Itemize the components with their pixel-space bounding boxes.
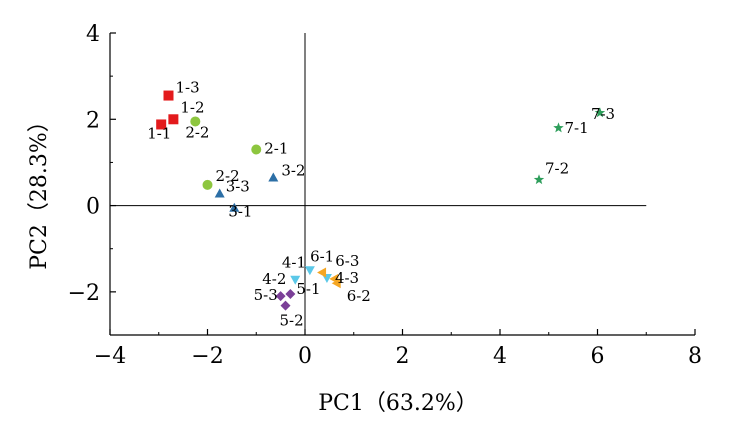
x-tick-label: −2	[191, 344, 223, 369]
point-label: 2-2	[185, 123, 209, 141]
y-axis-title: PC2（28.3%）	[27, 110, 52, 270]
data-point	[156, 119, 167, 130]
y-tick-label: 2	[86, 108, 100, 133]
point-label: 4-2	[262, 270, 286, 288]
data-point	[251, 144, 262, 155]
point-label: 4-1	[282, 253, 306, 271]
axes: −4 −2 0 2 4 6 8 −2 0 2 4	[68, 22, 702, 369]
x-tick-label: 2	[396, 344, 410, 369]
point-label: 7-1	[565, 119, 589, 137]
data-point	[553, 122, 564, 133]
data-points	[156, 90, 606, 311]
point-label: 4-3	[335, 269, 359, 287]
data-point	[190, 116, 201, 127]
x-tick-label: 8	[688, 344, 702, 369]
data-point	[285, 289, 296, 300]
point-label: 6-3	[335, 252, 359, 270]
data-point	[594, 107, 606, 118]
point-label: 5-1	[296, 280, 320, 298]
y-tick-label: 0	[86, 195, 100, 220]
point-label: 1-2	[180, 98, 204, 116]
point-label: 7-3	[591, 105, 615, 123]
x-axis-title: PC1（63.2%）	[318, 391, 478, 416]
point-label: 3-2	[281, 162, 305, 180]
point-labels: 1-1 1-21-3 2-1 2-2 2-2 3-1 3-2 3-3 4-14-2 4-3 5-1 5…	[147, 79, 615, 330]
data-point	[214, 188, 225, 198]
data-point	[168, 114, 179, 125]
point-label: 6-2	[347, 287, 371, 305]
reference-lines	[110, 33, 647, 335]
data-point	[202, 179, 213, 190]
data-point	[317, 267, 327, 278]
data-point	[331, 278, 341, 289]
x-tick-label: 6	[591, 344, 605, 369]
x-tick-label: 0	[298, 344, 312, 369]
data-point	[304, 266, 315, 276]
data-point	[533, 174, 545, 185]
point-label: 7-2	[545, 160, 569, 178]
point-label: 5-2	[280, 312, 304, 330]
point-label: 3-1	[228, 203, 252, 221]
point-label: 1-1	[147, 124, 171, 142]
point-label: 2-2	[216, 167, 240, 185]
data-point	[229, 202, 240, 212]
point-label: 1-3	[176, 79, 200, 97]
y-tick-label: −2	[68, 281, 100, 306]
point-label: 2-1	[264, 139, 288, 157]
point-label: 6-1	[310, 247, 334, 265]
point-label: 5-3	[254, 286, 278, 304]
x-tick-label: −4	[94, 344, 126, 369]
y-tick-label: 4	[86, 22, 100, 47]
x-tick-label: 4	[493, 344, 507, 369]
data-point	[290, 275, 301, 285]
data-point	[163, 90, 174, 101]
data-point	[280, 300, 291, 311]
data-point	[275, 291, 286, 302]
data-point	[329, 273, 339, 284]
point-label: 3-3	[226, 177, 250, 195]
data-point	[268, 172, 279, 182]
